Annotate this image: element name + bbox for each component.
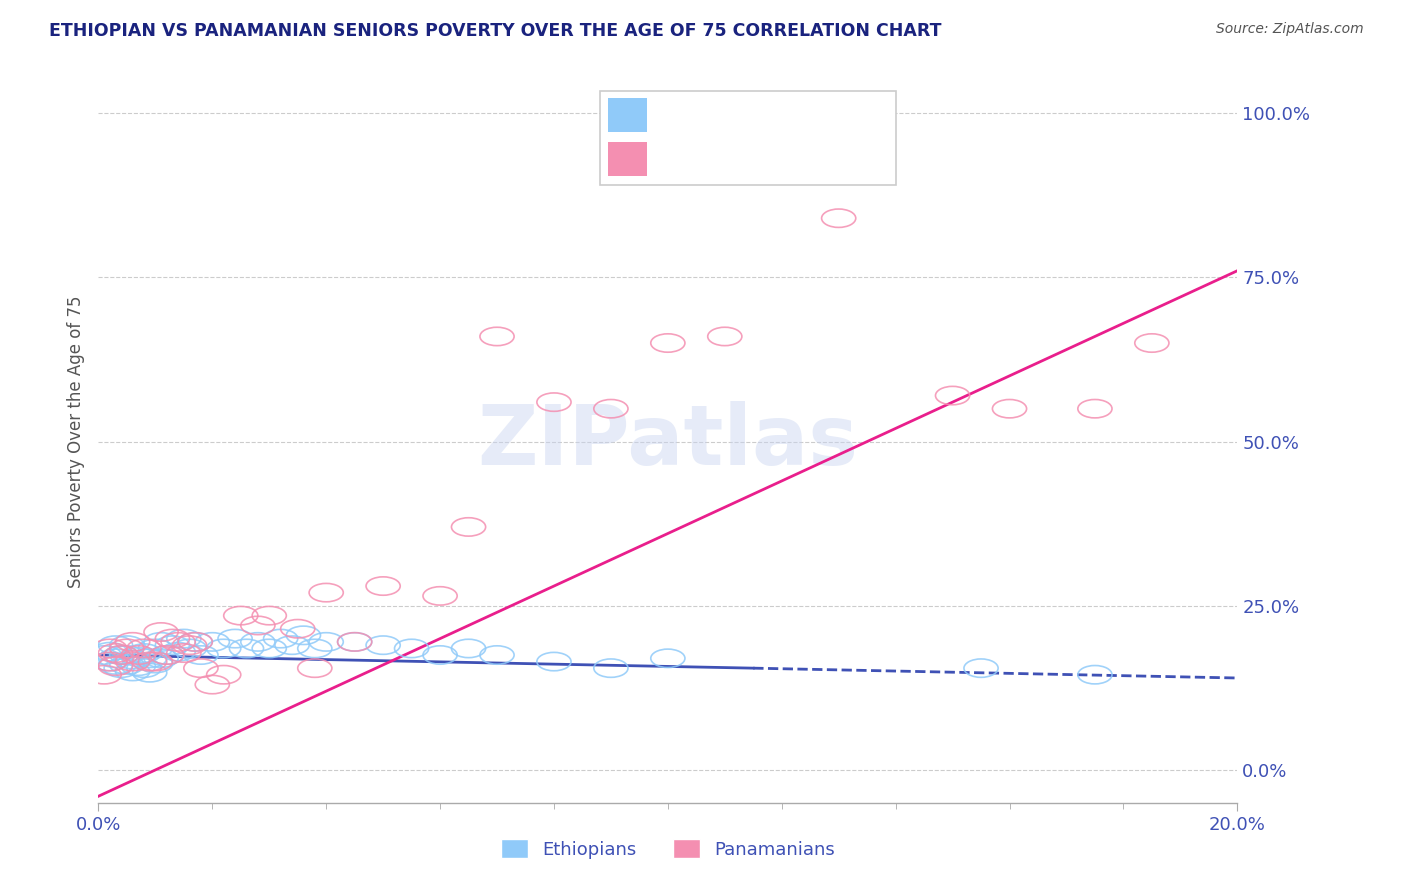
Text: ETHIOPIAN VS PANAMANIAN SENIORS POVERTY OVER THE AGE OF 75 CORRELATION CHART: ETHIOPIAN VS PANAMANIAN SENIORS POVERTY … [49,22,942,40]
Text: Source: ZipAtlas.com: Source: ZipAtlas.com [1216,22,1364,37]
Y-axis label: Seniors Poverty Over the Age of 75: Seniors Poverty Over the Age of 75 [66,295,84,588]
Text: ZIPatlas: ZIPatlas [478,401,858,482]
Legend: Ethiopians, Panamanians: Ethiopians, Panamanians [494,832,842,866]
